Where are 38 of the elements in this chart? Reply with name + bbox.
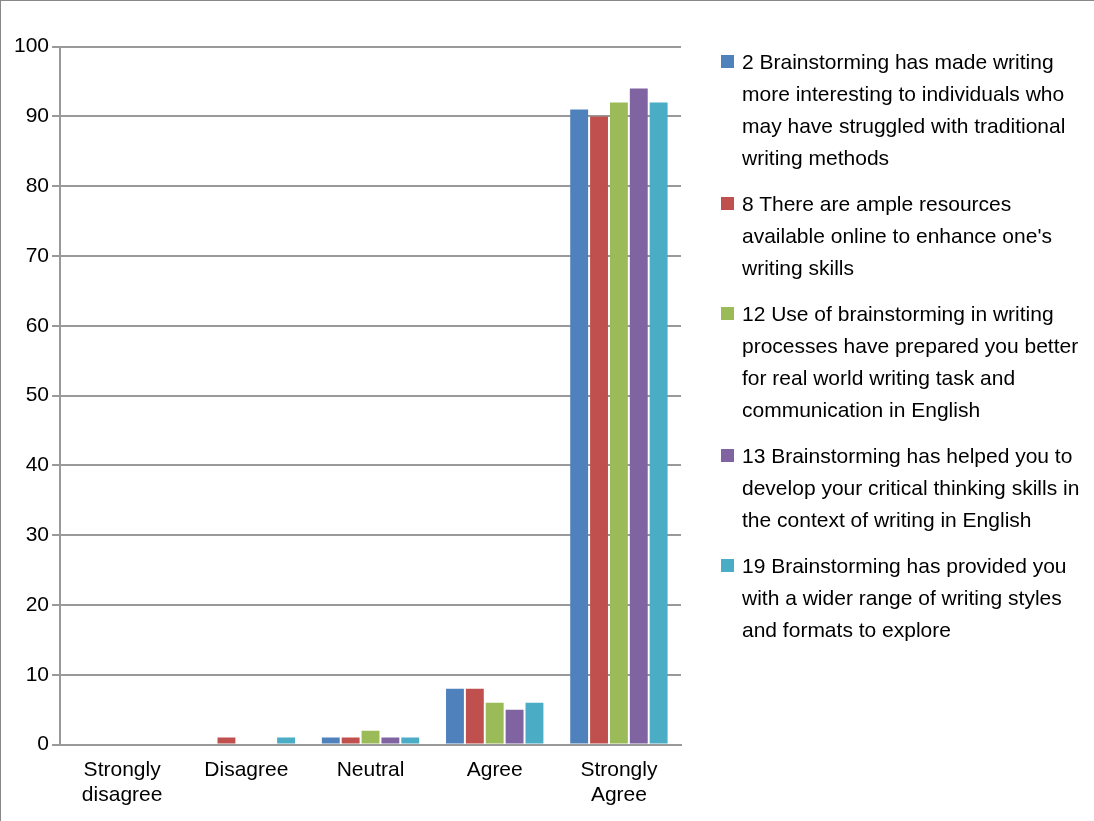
y-tick-label: 10 [25,661,50,685]
y-tick-label: 70 [25,242,50,266]
legend-label: 8 There are ample resources available online to enhance one's writing skills [742,191,1053,281]
y-tick-label: 80 [25,173,50,196]
bar [505,709,524,744]
bar [465,688,484,744]
bar [570,109,589,744]
x-tick-label: Strongly Agree [580,757,658,806]
bar [485,702,504,744]
y-tick-label: 100 [13,33,50,57]
bar [217,737,236,744]
y-tick-label: 50 [25,382,50,406]
y-tick-label: 40 [25,452,50,476]
y-tick-label: 30 [25,522,50,545]
bar [590,116,608,744]
x-tick-label: Neutral [336,757,405,780]
legend-label: 12 Use of brainstorming in writing processes have prepared you better for real world writing task and communication in English [742,301,1080,423]
x-tick-label: Disagree [204,757,289,780]
bar [649,102,668,744]
bar [629,88,648,744]
y-tick-label: 60 [25,312,50,336]
bar [341,737,360,744]
bar [321,737,340,744]
bar [401,737,420,744]
bar [446,688,464,744]
legend-label: 13 Brainstorming has helped you to develop your critical thinking skills in the context of writing in English [742,443,1081,533]
bar [277,737,296,744]
legend-label: 2 Brainstorming has made writing more interesting to individuals who may have struggled with traditional writing methods [742,49,1067,171]
legend-label: 19 Brainstorming has provided you with a wider range of writing styles and formats to explore [742,553,1068,643]
bar [525,702,544,744]
y-tick-label: 20 [25,591,50,615]
bar [361,730,380,744]
x-tick-label: Agree [466,757,523,780]
y-tick-label: 90 [25,103,50,127]
bar [609,102,628,744]
x-tick-label: Strongly disagree [81,757,163,806]
y-tick-label: 0 [37,731,50,755]
bar [381,737,400,744]
